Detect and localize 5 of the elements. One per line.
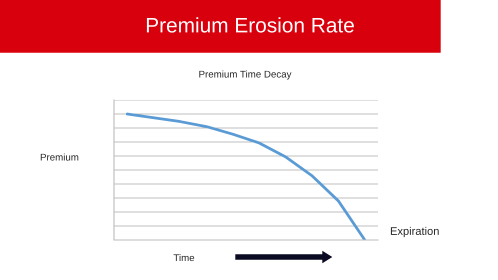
x-axis-title: Time xyxy=(174,254,194,262)
chart-subtitle: Premium Time Decay xyxy=(199,70,292,80)
chart-title: Premium Erosion Rate xyxy=(146,17,354,33)
text: Expiration xyxy=(390,226,439,238)
y-axis-title: Premium xyxy=(40,153,78,161)
